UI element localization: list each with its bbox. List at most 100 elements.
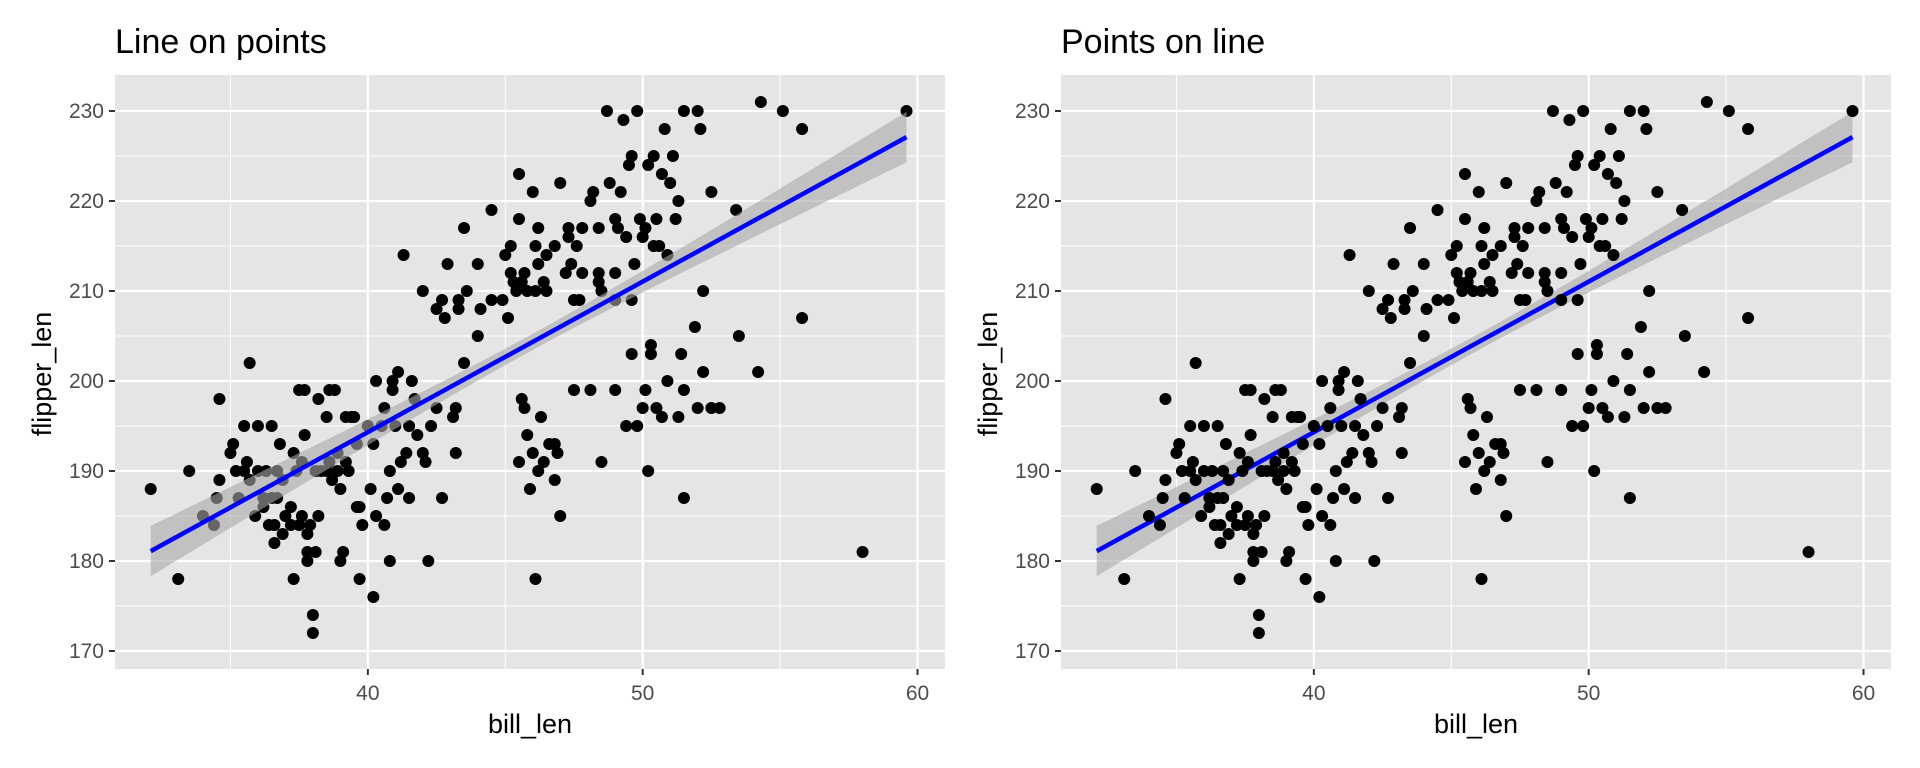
data-point: [458, 222, 471, 234]
data-point: [1387, 258, 1400, 270]
data-point: [386, 384, 399, 396]
data-point: [1404, 357, 1417, 369]
data-point: [1698, 366, 1711, 378]
data-point: [400, 447, 413, 459]
data-point: [268, 519, 281, 531]
data-point: [1173, 438, 1186, 450]
y-tick-label: 230: [69, 100, 104, 123]
data-point: [1236, 465, 1249, 477]
y-tick-label: 200: [69, 370, 104, 393]
data-point: [1560, 186, 1573, 198]
data-point: [515, 276, 528, 288]
data-point: [1464, 267, 1477, 279]
data-point: [1574, 258, 1587, 270]
data-point: [370, 510, 383, 522]
data-point: [1376, 402, 1389, 414]
data-point: [609, 384, 622, 396]
data-point: [1258, 393, 1271, 405]
data-point: [240, 456, 253, 468]
data-point: [573, 294, 586, 306]
data-point: [1475, 573, 1488, 585]
data-point: [548, 438, 561, 450]
data-point: [1247, 528, 1260, 540]
data-point: [647, 150, 660, 162]
data-point: [1230, 519, 1243, 531]
data-point: [521, 429, 534, 441]
data-point: [639, 222, 652, 234]
data-point: [1431, 204, 1444, 216]
data-point: [672, 195, 685, 207]
data-point: [1362, 285, 1375, 297]
data-point: [403, 420, 416, 432]
data-point: [353, 501, 366, 513]
data-point: [504, 267, 517, 279]
data-point: [471, 258, 484, 270]
data-point: [499, 249, 512, 261]
data-point: [1461, 276, 1474, 288]
data-point: [1159, 393, 1172, 405]
data-point: [213, 474, 226, 486]
x-tick-label: 60: [906, 682, 929, 705]
data-point: [1453, 276, 1466, 288]
data-point: [584, 195, 597, 207]
data-point: [1483, 456, 1496, 468]
data-point: [1538, 267, 1551, 279]
data-point: [441, 258, 454, 270]
data-point: [1195, 510, 1208, 522]
data-point: [1239, 519, 1252, 531]
data-point: [1335, 420, 1348, 432]
data-point: [1459, 168, 1472, 180]
data-point: [1742, 312, 1755, 324]
data-point: [1206, 465, 1219, 477]
data-point: [856, 546, 869, 558]
chart-title: Points on line: [1061, 23, 1265, 61]
data-point: [172, 573, 185, 585]
data-point: [576, 267, 589, 279]
data-point: [1472, 447, 1485, 459]
data-point: [403, 492, 416, 504]
data-point: [1802, 546, 1815, 558]
y-tick-label: 180: [69, 550, 104, 573]
y-tick-label: 200: [1015, 370, 1050, 393]
data-point: [1404, 222, 1417, 234]
data-point: [1252, 627, 1265, 639]
data-point: [796, 312, 809, 324]
data-point: [1299, 573, 1312, 585]
data-point: [677, 105, 690, 117]
data-point: [1398, 294, 1411, 306]
data-point: [1247, 546, 1260, 558]
data-point: [642, 465, 655, 477]
data-point: [534, 411, 547, 423]
data-point: [1607, 375, 1620, 387]
data-point: [584, 384, 597, 396]
data-point: [1211, 492, 1224, 504]
data-point: [1250, 519, 1263, 531]
data-point: [1255, 546, 1268, 558]
data-point: [677, 492, 690, 504]
data-point: [595, 456, 608, 468]
data-point: [273, 438, 286, 450]
data-point: [304, 519, 317, 531]
data-point: [312, 510, 325, 522]
x-tick-label: 60: [1852, 682, 1875, 705]
data-point: [658, 123, 671, 135]
data-point: [647, 240, 660, 252]
data-point: [1582, 231, 1595, 243]
data-point: [378, 519, 391, 531]
data-point: [1184, 465, 1197, 477]
data-point: [284, 519, 297, 531]
data-point: [1530, 384, 1543, 396]
data-point: [1538, 276, 1551, 288]
data-point: [279, 510, 292, 522]
data-point: [1329, 555, 1342, 567]
data-point: [1546, 105, 1559, 117]
data-point: [1371, 420, 1384, 432]
data-point: [1555, 213, 1568, 225]
data-point: [323, 384, 336, 396]
chart-panel-line-on-points: 40 50 60 170 180 190 200 210 220 230 Line on point…: [27, 23, 945, 739]
data-point: [666, 150, 679, 162]
chart-title: Line on points: [115, 23, 327, 61]
data-point: [1244, 384, 1257, 396]
data-point: [697, 366, 710, 378]
data-point: [284, 501, 297, 513]
